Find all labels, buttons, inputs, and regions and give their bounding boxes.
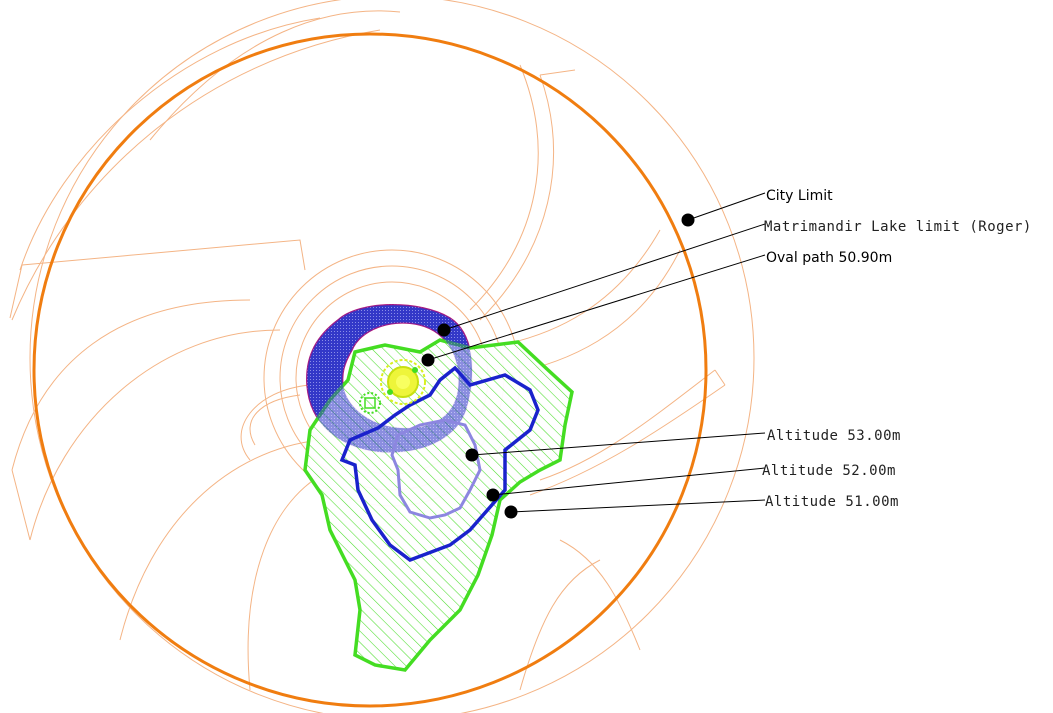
leaders: [421, 192, 766, 519]
altitude-51-label: Altitude 51.00m: [765, 494, 899, 510]
city-limit-label: City Limit: [766, 188, 833, 204]
matrimandir-center: [359, 359, 426, 414]
altitude-53-contour: [339, 365, 540, 562]
oval-path-label: Oval path 50.90m: [766, 250, 892, 266]
alt-51-marker: [504, 505, 518, 519]
city-limit-circle: [32, 32, 708, 708]
oval-path-marker: [421, 353, 435, 367]
lake-limit-label: Matrimandir Lake limit (Roger): [764, 219, 1032, 235]
altitude-52-label: Altitude 52.00m: [762, 463, 896, 479]
city-limit-marker: [681, 213, 695, 227]
altitude-52-contour: [390, 418, 482, 520]
alt-53-marker: [465, 448, 479, 462]
altitude-53-label: Altitude 53.00m: [767, 428, 901, 444]
lake-limit-marker: [437, 323, 451, 337]
alt-52-marker: [486, 488, 500, 502]
